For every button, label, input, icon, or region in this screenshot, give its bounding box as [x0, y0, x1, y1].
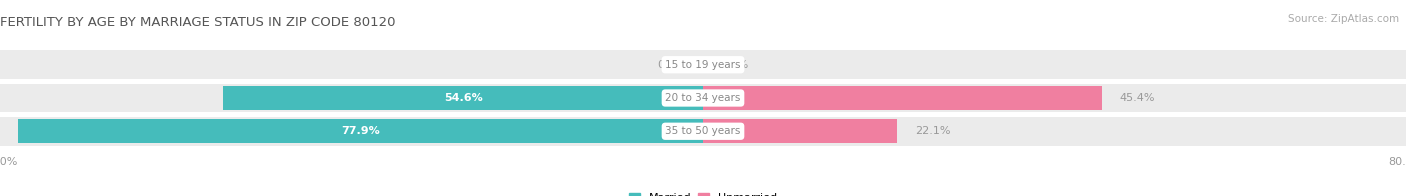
Bar: [224, 86, 703, 110]
Bar: [18, 119, 703, 143]
Text: 20 to 34 years: 20 to 34 years: [665, 93, 741, 103]
Text: 45.4%: 45.4%: [1119, 93, 1154, 103]
Bar: [0, 117, 1406, 146]
Bar: [0, 50, 1406, 79]
Bar: [0, 83, 1406, 113]
Text: 35 to 50 years: 35 to 50 years: [665, 126, 741, 136]
Legend: Married, Unmarried: Married, Unmarried: [624, 188, 782, 196]
Bar: [703, 119, 897, 143]
Text: 54.6%: 54.6%: [444, 93, 482, 103]
Text: 22.1%: 22.1%: [915, 126, 950, 136]
Text: Source: ZipAtlas.com: Source: ZipAtlas.com: [1288, 14, 1399, 24]
Text: FERTILITY BY AGE BY MARRIAGE STATUS IN ZIP CODE 80120: FERTILITY BY AGE BY MARRIAGE STATUS IN Z…: [0, 16, 395, 29]
Text: 77.9%: 77.9%: [342, 126, 380, 136]
Text: 0.0%: 0.0%: [657, 60, 686, 70]
Text: 15 to 19 years: 15 to 19 years: [665, 60, 741, 70]
Text: 0.0%: 0.0%: [721, 60, 749, 70]
Bar: [703, 86, 1102, 110]
